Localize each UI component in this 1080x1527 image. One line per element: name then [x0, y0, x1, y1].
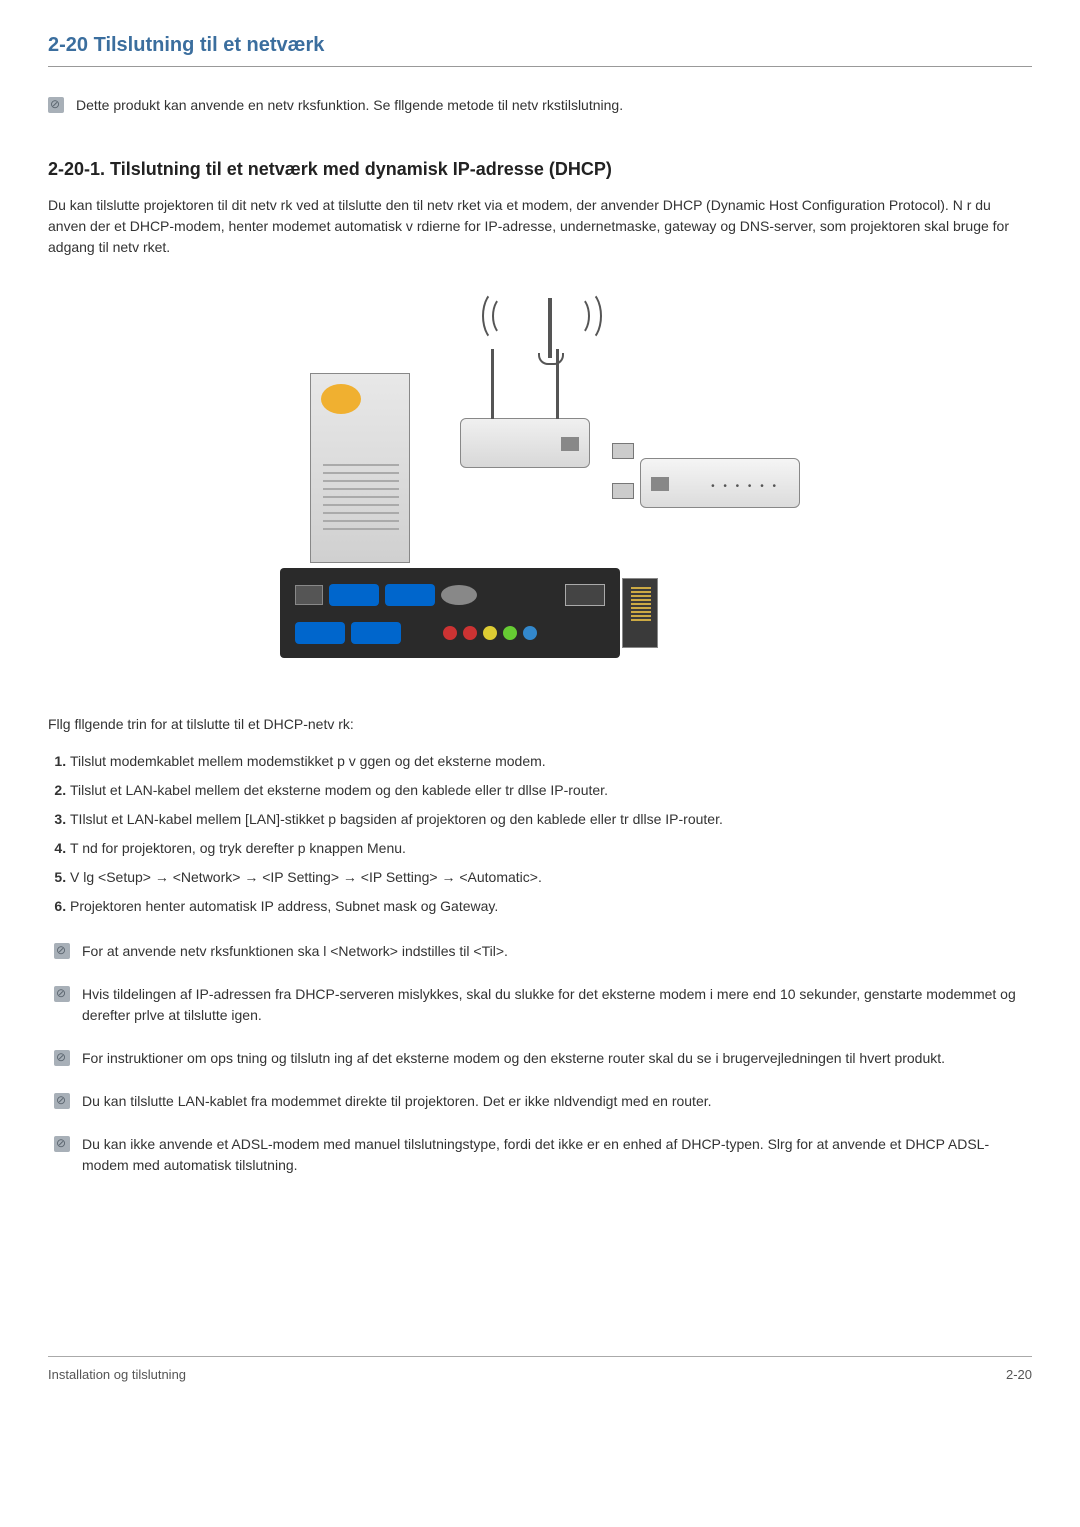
radio-wave-icon	[572, 290, 602, 342]
projector-panel-icon	[280, 568, 620, 658]
footer-left: Installation og tilslutning	[48, 1365, 186, 1385]
modem-icon: • • • • • •	[640, 458, 800, 508]
intro-note-text: Dette produkt kan anvende en netv rksfun…	[76, 95, 1032, 116]
note-text: For instruktioner om ops tning og tilslu…	[82, 1048, 1032, 1069]
link-icon	[612, 483, 634, 499]
radio-wave-icon	[482, 290, 512, 342]
note-text: Du kan ikke anvende et ADSL-modem med ma…	[82, 1134, 1032, 1176]
network-diagram: • • • • • •	[48, 288, 1032, 674]
section-heading: 2-20 Tilslutning til et netværk	[48, 30, 1032, 67]
note-text: Du kan tilslutte LAN-kablet fra modemmet…	[82, 1091, 1032, 1112]
connector-block-icon	[622, 578, 658, 648]
intro-note: Dette produkt kan anvende en netv rksfun…	[48, 95, 1032, 116]
steps-list: Tilslut modemkablet mellem modemstikket …	[48, 747, 1032, 921]
step-item: T nd for projektoren, og tryk derefter p…	[70, 834, 1032, 863]
note-icon	[54, 1093, 70, 1109]
note-item: Du kan tilslutte LAN-kablet fra modemmet…	[48, 1091, 1032, 1112]
step-item: TIlslut et LAN-kabel mellem [LAN]-stikke…	[70, 805, 1032, 834]
note-icon	[54, 1050, 70, 1066]
note-text: Hvis tildelingen af IP-adressen fra DHCP…	[82, 984, 1032, 1026]
step-item: Projektoren henter automatisk IP address…	[70, 892, 1032, 921]
sub-heading: 2-20-1. Tilslutning til et netværk med d…	[48, 156, 1032, 183]
note-item: Hvis tildelingen af IP-adressen fra DHCP…	[48, 984, 1032, 1026]
footer-right: 2-20	[1006, 1365, 1032, 1385]
note-item: For instruktioner om ops tning og tilslu…	[48, 1048, 1032, 1069]
note-icon	[48, 97, 64, 113]
note-icon	[54, 986, 70, 1002]
note-item: Du kan ikke anvende et ADSL-modem med ma…	[48, 1134, 1032, 1176]
note-item: For at anvende netv rksfunktionen ska l …	[48, 941, 1032, 962]
router-icon	[460, 418, 590, 468]
link-icon	[612, 443, 634, 459]
note-text: For at anvende netv rksfunktionen ska l …	[82, 941, 1032, 962]
step-item: V lg <Setup> → <Network> → <IP Setting> …	[70, 863, 1032, 892]
computer-tower-icon	[310, 373, 410, 563]
step-item: Tilslut et LAN-kabel mellem det eksterne…	[70, 776, 1032, 805]
page-footer: Installation og tilslutning 2-20	[48, 1356, 1032, 1385]
post-notes: For at anvende netv rksfunktionen ska l …	[48, 941, 1032, 1176]
note-icon	[54, 943, 70, 959]
steps-intro: Fllg fllgende trin for at tilslutte til …	[48, 714, 1032, 735]
note-icon	[54, 1136, 70, 1152]
intro-paragraph: Du kan tilslutte projektoren til dit net…	[48, 195, 1032, 258]
step-item: Tilslut modemkablet mellem modemstikket …	[70, 747, 1032, 776]
